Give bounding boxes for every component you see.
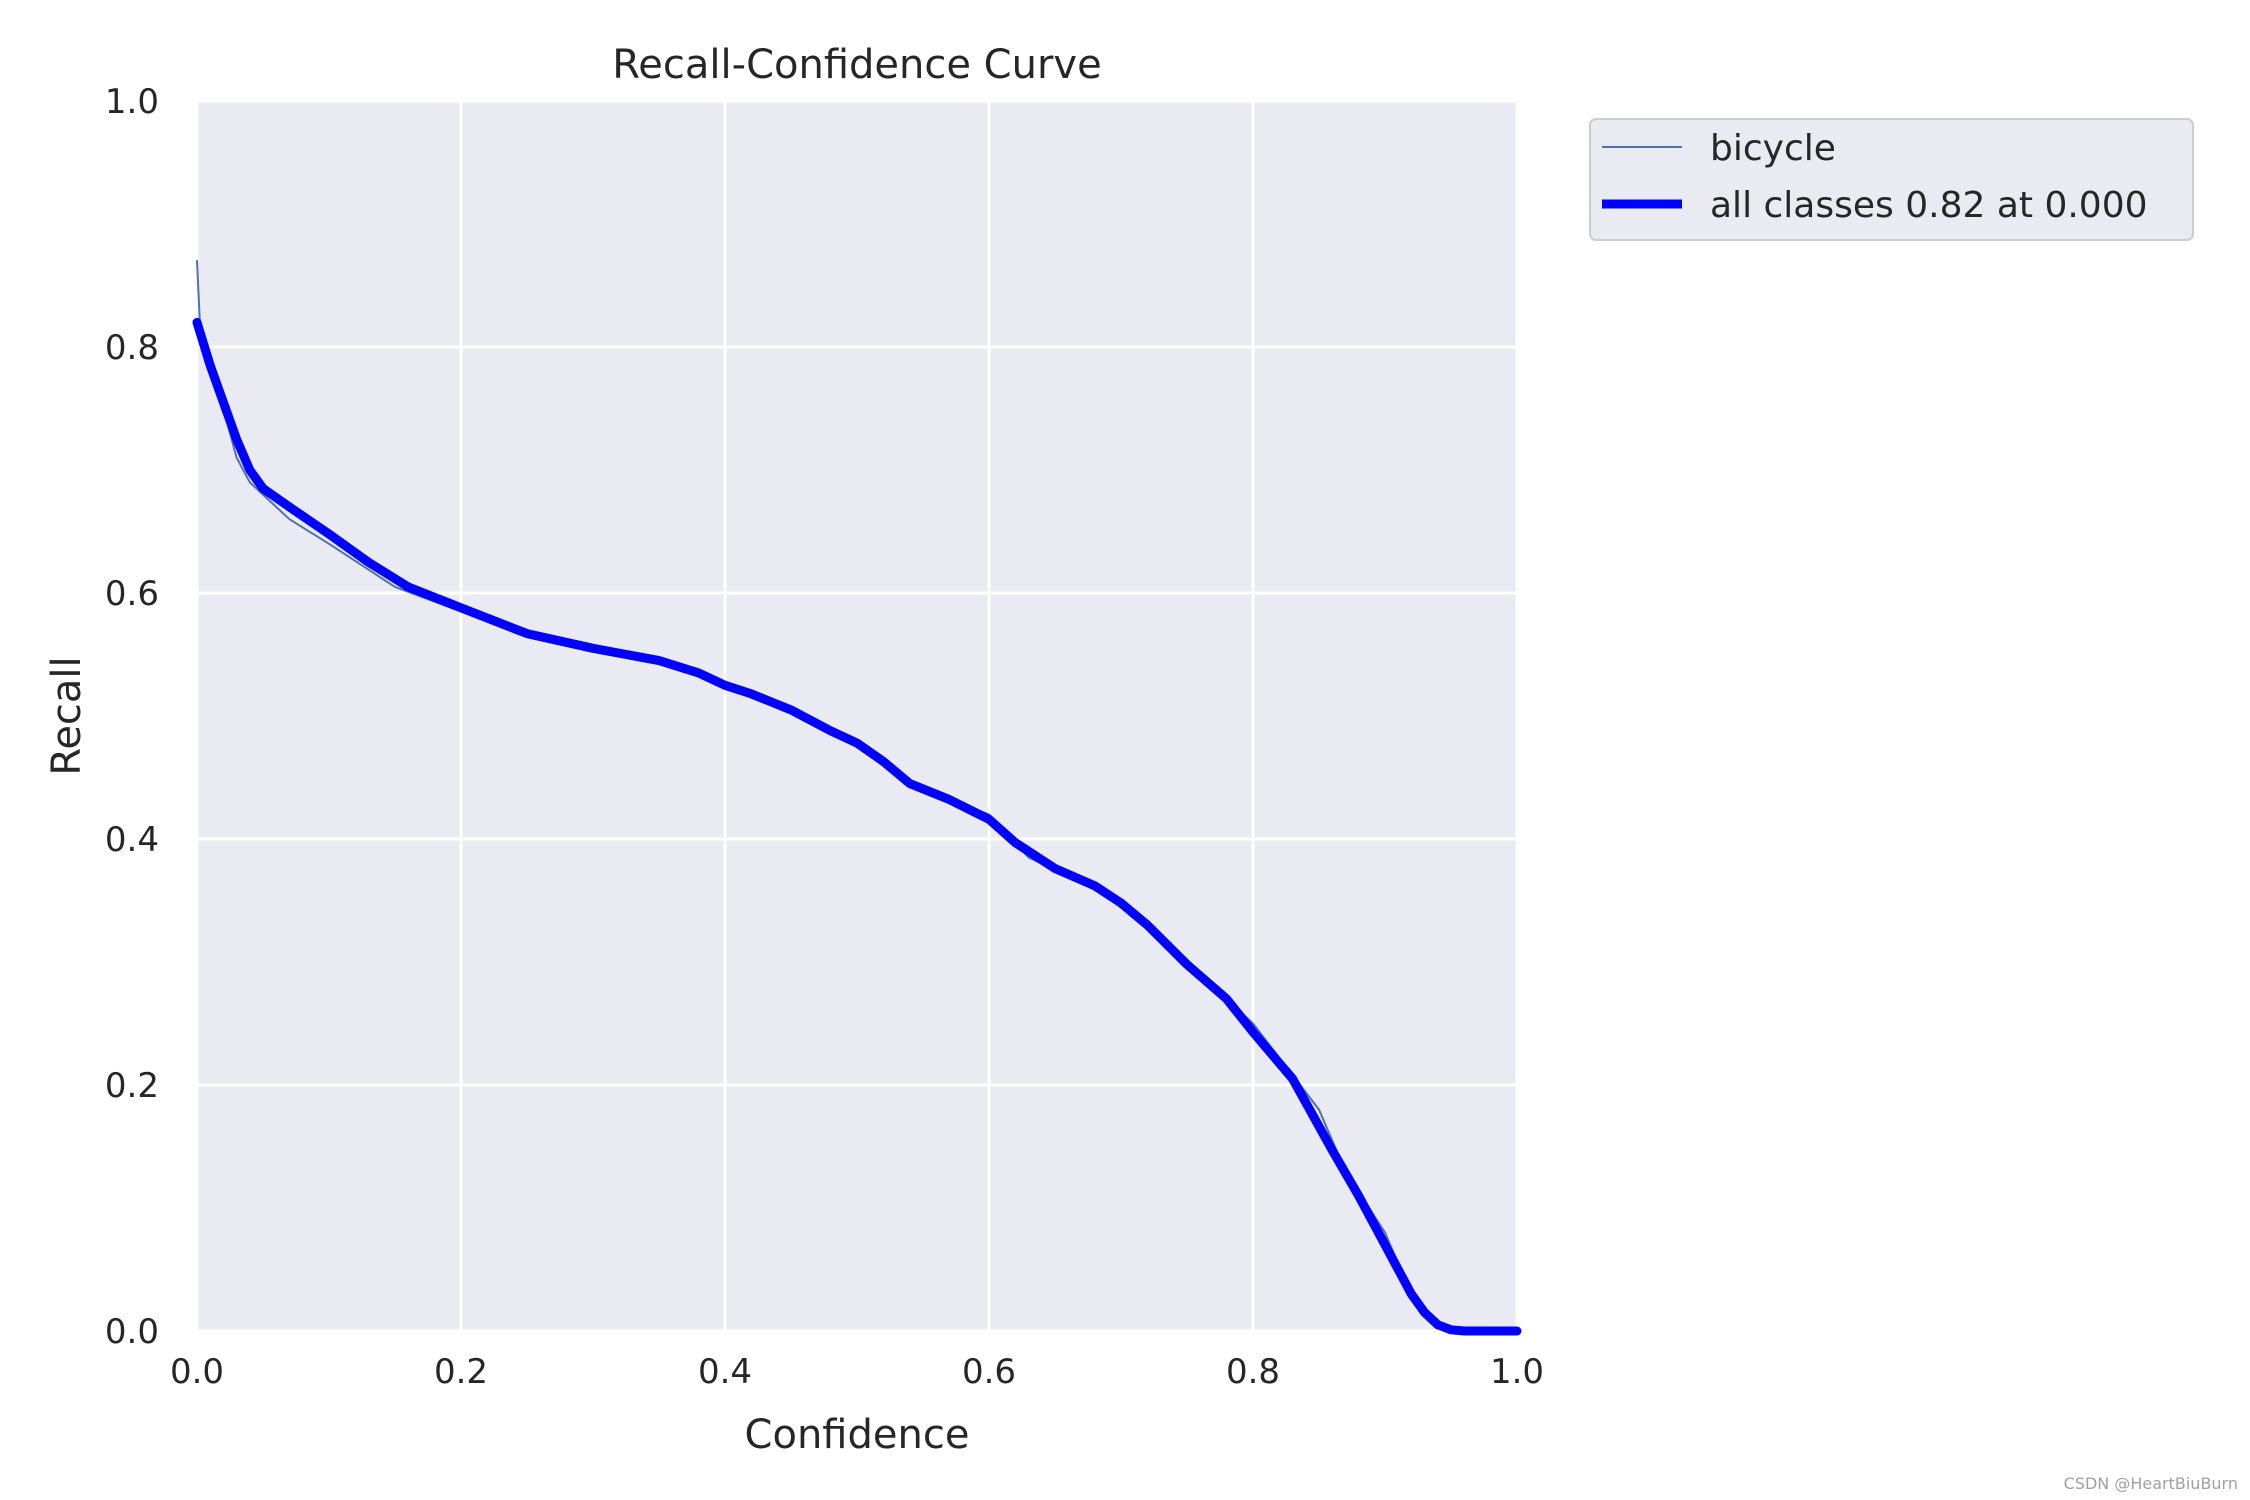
watermark: CSDN @HeartBiuBurn: [2064, 1474, 2238, 1493]
chart-title: Recall-Confidence Curve: [612, 42, 1101, 88]
y-tick-label: 1.0: [105, 82, 159, 122]
legend-label-bicycle: bicycle: [1710, 128, 1836, 169]
legend-label-all-classes: all classes 0.82 at 0.000: [1710, 185, 2148, 226]
y-tick-labels: 0.0 0.2 0.4 0.6 0.8 1.0: [105, 82, 159, 1352]
y-tick-label: 0.2: [105, 1066, 159, 1106]
plot-background: [197, 101, 1517, 1331]
x-tick-label: 0.6: [962, 1352, 1016, 1392]
y-tick-label: 0.6: [105, 574, 159, 614]
legend: bicycle all classes 0.82 at 0.000: [1589, 118, 2194, 241]
x-tick-label: 0.8: [1226, 1352, 1280, 1392]
grid: [195, 99, 1519, 1333]
x-tick-labels: 0.0 0.2 0.4 0.6 0.8 1.0: [170, 1352, 1544, 1392]
y-tick-label: 0.4: [105, 820, 159, 860]
x-tick-label: 0.4: [698, 1352, 752, 1392]
x-tick-label: 0.2: [434, 1352, 488, 1392]
x-tick-label: 1.0: [1490, 1352, 1544, 1392]
series-lines: [192, 259, 1522, 1336]
x-axis-label: Confidence: [745, 1412, 970, 1458]
y-tick-label: 0.8: [105, 328, 159, 368]
legend-box: [1589, 118, 2194, 241]
y-axis-label: Recall: [44, 656, 90, 775]
series-line-1: [192, 317, 1522, 1336]
y-tick-label: 0.0: [105, 1312, 159, 1352]
x-tick-label: 0.0: [170, 1352, 224, 1392]
